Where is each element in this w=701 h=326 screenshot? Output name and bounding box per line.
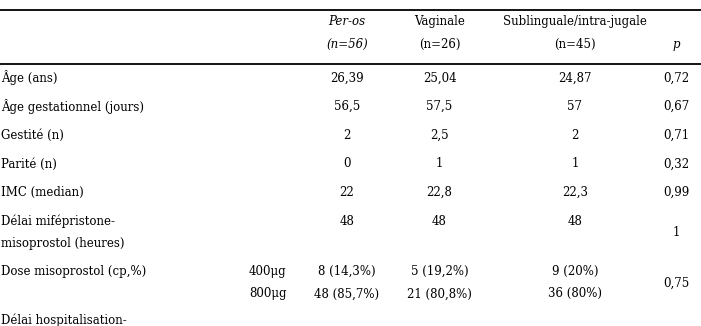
Text: Dose misoprostol (cp,%): Dose misoprostol (cp,%) (1, 265, 146, 278)
Text: 24,87: 24,87 (558, 71, 592, 84)
Text: Sublinguale/intra-jugale: Sublinguale/intra-jugale (503, 15, 647, 28)
Text: 26,39: 26,39 (330, 71, 364, 84)
Text: 57,5: 57,5 (426, 100, 453, 113)
Text: 0,72: 0,72 (663, 71, 690, 84)
Text: 0: 0 (343, 157, 350, 170)
Text: Gestité (n): Gestité (n) (1, 129, 64, 142)
Text: 22,8: 22,8 (427, 186, 452, 199)
Text: 0,75: 0,75 (663, 276, 690, 289)
Text: Âge (ans): Âge (ans) (1, 70, 57, 85)
Text: p: p (673, 37, 680, 51)
Text: Per-os: Per-os (329, 15, 365, 28)
Text: 400μg: 400μg (249, 265, 287, 278)
Text: 1: 1 (673, 226, 680, 239)
Text: 1: 1 (571, 157, 578, 170)
Text: 9 (20%): 9 (20%) (552, 265, 598, 278)
Text: 48: 48 (567, 215, 583, 228)
Text: 48 (85,7%): 48 (85,7%) (315, 288, 379, 301)
Text: 5 (19,2%): 5 (19,2%) (411, 265, 468, 278)
Text: 22: 22 (339, 186, 355, 199)
Text: 48: 48 (432, 215, 447, 228)
Text: Vaginale: Vaginale (414, 15, 465, 28)
Text: 0,67: 0,67 (663, 100, 690, 113)
Text: 8 (14,3%): 8 (14,3%) (318, 265, 376, 278)
Text: 36 (80%): 36 (80%) (547, 288, 602, 301)
Text: 21 (80,8%): 21 (80,8%) (407, 288, 472, 301)
Text: Parité (n): Parité (n) (1, 157, 57, 170)
Text: 0,71: 0,71 (663, 129, 690, 142)
Text: misoprostol (heures): misoprostol (heures) (1, 237, 124, 250)
Text: 0,32: 0,32 (663, 157, 690, 170)
Text: (n=26): (n=26) (418, 37, 461, 51)
Text: 0,99: 0,99 (663, 186, 690, 199)
Text: Délai hospitalisation-: Délai hospitalisation- (1, 313, 126, 326)
Text: Âge gestationnel (jours): Âge gestationnel (jours) (1, 99, 144, 114)
Text: 2,5: 2,5 (430, 129, 449, 142)
Text: (n=56): (n=56) (326, 37, 368, 51)
Text: 56,5: 56,5 (334, 100, 360, 113)
Text: (n=45): (n=45) (554, 37, 596, 51)
Text: 22,3: 22,3 (562, 186, 588, 199)
Text: IMC (median): IMC (median) (1, 186, 83, 199)
Text: 2: 2 (343, 129, 350, 142)
Text: 25,04: 25,04 (423, 71, 456, 84)
Text: 48: 48 (339, 215, 355, 228)
Text: 57: 57 (567, 100, 583, 113)
Text: Délai mifépristone-: Délai mifépristone- (1, 215, 115, 228)
Text: 2: 2 (571, 129, 578, 142)
Text: 800μg: 800μg (249, 288, 286, 301)
Text: 1: 1 (436, 157, 443, 170)
